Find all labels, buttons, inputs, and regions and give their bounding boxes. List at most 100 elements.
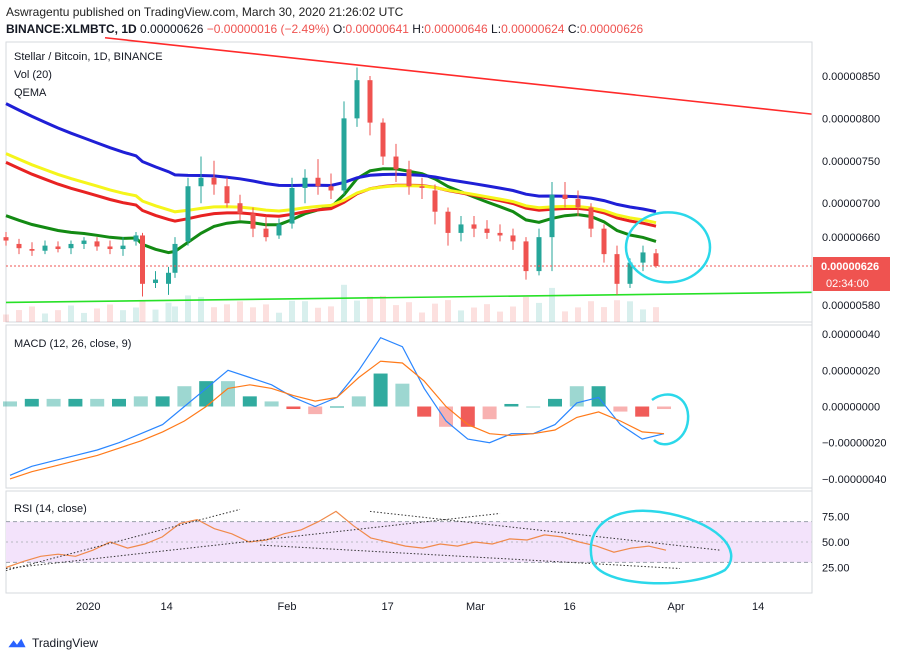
volume-bar (458, 310, 464, 322)
candle-body (653, 253, 659, 266)
candle-body (276, 224, 282, 236)
macd-histogram-bar (155, 396, 170, 407)
volume-bar (133, 307, 139, 322)
qema-legend: QEMA (14, 87, 47, 99)
candle-body (510, 235, 516, 242)
candle-body (107, 246, 113, 250)
time-tick-label: Apr (668, 601, 685, 613)
volume-bar (3, 314, 9, 322)
macd-histogram-bar (482, 406, 497, 420)
time-tick-label: 2020 (76, 601, 100, 613)
time-tick-label: Feb (278, 601, 297, 613)
volume-bar (211, 307, 217, 322)
candle-body (29, 249, 35, 251)
candle-body (406, 169, 412, 187)
price-tick-label: 0.00000660 (822, 232, 880, 244)
volume-bar (471, 307, 477, 322)
candle-body (523, 241, 529, 272)
candle-body (198, 177, 204, 187)
volume-bar (549, 287, 555, 322)
time-tick-label: Mar (466, 601, 485, 613)
macd-histogram-bar (373, 373, 388, 407)
candle-body (601, 228, 607, 255)
candle-body (55, 246, 61, 250)
candle-body (614, 254, 620, 284)
volume-bar (55, 310, 61, 322)
support-trendline (5, 291, 813, 304)
candle-body (497, 232, 503, 236)
macd-tick-label: −0.00000040 (822, 474, 887, 486)
open-label: O: (332, 22, 346, 36)
candle-body (153, 279, 158, 283)
volume-bar (432, 303, 438, 322)
volume-bar (562, 311, 568, 322)
volume-bar (16, 310, 22, 322)
candle-body (354, 80, 360, 119)
volume-bar (328, 306, 334, 322)
volume-bar (627, 301, 633, 322)
candle-body (367, 80, 373, 123)
volume-bar (575, 307, 581, 322)
macd-histogram-bar (242, 396, 257, 407)
high-value: 0.00000646 (424, 22, 488, 36)
signal-line (9, 360, 665, 480)
macd-legend: MACD (12, 26, close, 9) (14, 338, 131, 350)
time-tick-label: 16 (564, 601, 576, 613)
price-badge-text: 0.00000626 (821, 261, 879, 273)
volume-bar (165, 302, 172, 322)
candle-body (224, 186, 230, 204)
macd-histogram-bar (635, 406, 650, 417)
price-tick-label: 0.00000850 (822, 71, 880, 83)
candle-body (42, 245, 48, 251)
candle-body (237, 203, 243, 214)
volume-bar (653, 307, 659, 322)
candle-body (380, 122, 386, 157)
volume-bar (81, 312, 87, 322)
ma-red-line (5, 161, 657, 228)
volume-bar (139, 301, 146, 322)
volume-bar (406, 302, 412, 322)
candle-body (68, 243, 74, 249)
price-tick-label: 0.00000700 (822, 198, 880, 210)
volume-bar (497, 311, 503, 322)
volume-bar (29, 306, 35, 322)
macd-histogram-bar (90, 398, 105, 407)
volume-bar (523, 297, 529, 322)
volume-bar (315, 307, 321, 322)
annotation-circle-macd (651, 393, 690, 446)
symbol[interactable]: BINANCE:XLMBTC, 1D (6, 22, 137, 36)
volume-bar (341, 284, 347, 322)
candle-body (185, 186, 191, 242)
volume-bar (614, 300, 620, 322)
macd-histogram-bar (504, 403, 519, 407)
rsi-tick-label: 75.00 (822, 512, 850, 524)
macd-tick-label: 0.00000000 (822, 402, 880, 414)
candle-body (536, 237, 542, 272)
last-price: 0.00000626 (140, 22, 204, 36)
volume-bar (445, 300, 451, 322)
candle-body (627, 262, 633, 284)
rsi-trendline-b (5, 512, 501, 570)
price-badge-bg (813, 257, 890, 275)
candle-body (341, 118, 347, 191)
volume-bar (484, 304, 490, 322)
ma-yellow-line (5, 152, 657, 225)
candle-body (549, 194, 555, 238)
brand-name[interactable]: TradingView (32, 636, 99, 650)
candle-body (575, 198, 581, 208)
candle-body (289, 187, 295, 224)
volume-bar (601, 307, 607, 322)
volume-bar (250, 307, 256, 322)
volume-bar (289, 300, 295, 322)
candle-body (445, 211, 451, 233)
vol-legend: Vol (20) (14, 69, 52, 81)
candle-body (302, 177, 308, 188)
macd-histogram-bar (460, 406, 475, 427)
volume-bar (107, 304, 113, 322)
candle-body (120, 245, 126, 250)
macd-histogram-bar (439, 406, 453, 427)
volume-bar (42, 313, 48, 322)
candle-body (328, 186, 334, 191)
volume-bar (536, 302, 542, 322)
